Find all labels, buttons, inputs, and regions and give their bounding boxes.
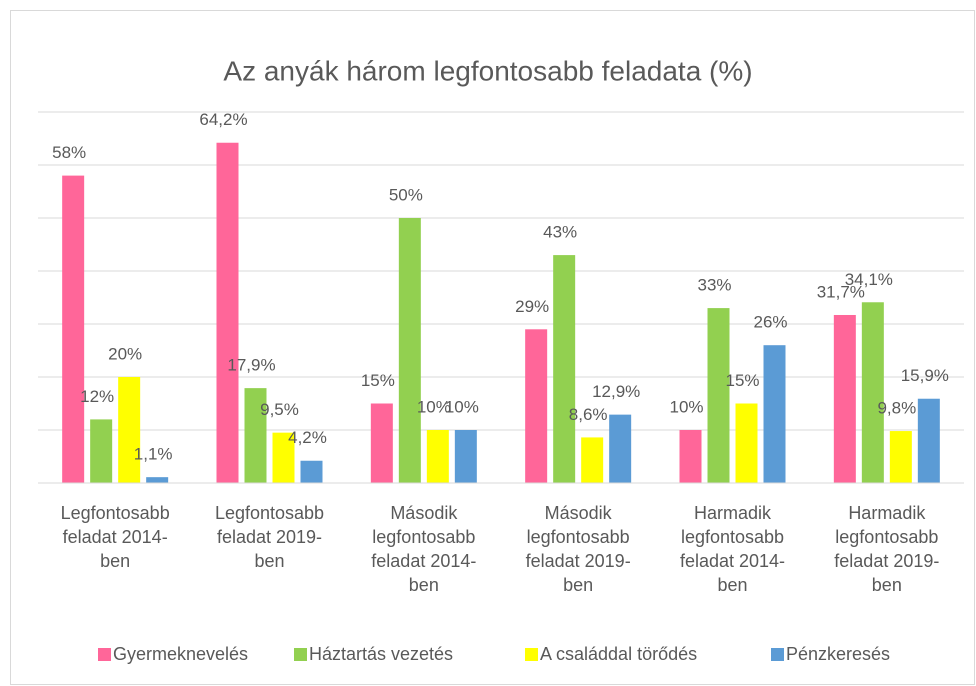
- bar: [216, 142, 239, 484]
- bar: [62, 175, 85, 483]
- data-label: 15%: [725, 371, 759, 390]
- data-label: 4,2%: [288, 428, 327, 447]
- chart-title: Az anyák három legfontosabb feladata (%): [223, 55, 752, 86]
- bar: [398, 218, 421, 483]
- legend-label: Pénzkeresés: [786, 644, 890, 664]
- bar: [889, 431, 912, 483]
- legend-swatch: [98, 648, 111, 661]
- data-label: 20%: [108, 344, 142, 363]
- data-label: 12%: [80, 387, 114, 406]
- bar: [370, 403, 393, 483]
- x-tick-label: Harmadik legfontosabb feladat 2019-ben: [834, 503, 939, 595]
- data-label: 10%: [445, 397, 479, 416]
- bar: [90, 419, 113, 483]
- data-label: 31,7%: [817, 282, 865, 301]
- bar: [244, 388, 267, 483]
- data-label: 10%: [669, 397, 703, 416]
- bar: [917, 398, 940, 483]
- bar: [833, 314, 856, 483]
- x-tick-label: Második legfontosabb feladat 2014-ben: [371, 503, 476, 595]
- bar: [581, 437, 604, 483]
- data-label: 15,9%: [901, 366, 949, 385]
- data-label: 10%: [417, 397, 451, 416]
- legend-item: A családdal törődés: [525, 644, 697, 664]
- data-label: 17,9%: [227, 356, 275, 375]
- data-label: 26%: [753, 313, 787, 332]
- data-label: 34,1%: [845, 270, 893, 289]
- data-label: 1,1%: [134, 445, 173, 464]
- bar: [679, 430, 702, 483]
- chart-frame: [10, 10, 975, 685]
- bar: [707, 308, 730, 483]
- data-label: 33%: [697, 276, 731, 295]
- data-label: 8,6%: [569, 405, 608, 424]
- x-tick-label: Második legfontosabb feladat 2019-ben: [526, 503, 631, 595]
- bar: [118, 377, 141, 483]
- legend-item: Pénzkeresés: [771, 644, 890, 664]
- bar: [272, 432, 295, 483]
- bar: [763, 345, 786, 483]
- legend-swatch: [525, 648, 538, 661]
- legend-label: Háztartás vezetés: [309, 644, 453, 664]
- bar: [735, 403, 758, 483]
- x-tick-label: Harmadik legfontosabb feladat 2014-ben: [680, 503, 785, 595]
- bar: [146, 477, 169, 483]
- data-label: 43%: [543, 223, 577, 242]
- bar: [525, 329, 548, 483]
- bar: [609, 414, 632, 483]
- legend-swatch: [771, 648, 784, 661]
- x-tick-label: Legfontosabb feladat 2014-ben: [61, 503, 170, 571]
- data-label: 12,9%: [592, 382, 640, 401]
- bar: [300, 460, 323, 483]
- data-label: 15%: [361, 371, 395, 390]
- legend-swatch: [294, 648, 307, 661]
- bar: [553, 255, 576, 483]
- legend-label: A családdal törődés: [540, 644, 697, 664]
- legend-item: Gyermeknevelés: [98, 644, 248, 664]
- bar: [426, 430, 449, 483]
- data-label: 9,5%: [260, 400, 299, 419]
- bar: [861, 302, 884, 483]
- legend-label: Gyermeknevelés: [113, 644, 248, 664]
- data-label: 58%: [52, 143, 86, 162]
- data-label: 29%: [515, 297, 549, 316]
- x-tick-label: Legfontosabb feladat 2019-ben: [215, 503, 324, 571]
- bar: [454, 430, 477, 483]
- data-label: 50%: [389, 185, 423, 204]
- data-label: 9,8%: [877, 399, 916, 418]
- legend-item: Háztartás vezetés: [294, 644, 453, 664]
- data-label: 64,2%: [199, 110, 247, 129]
